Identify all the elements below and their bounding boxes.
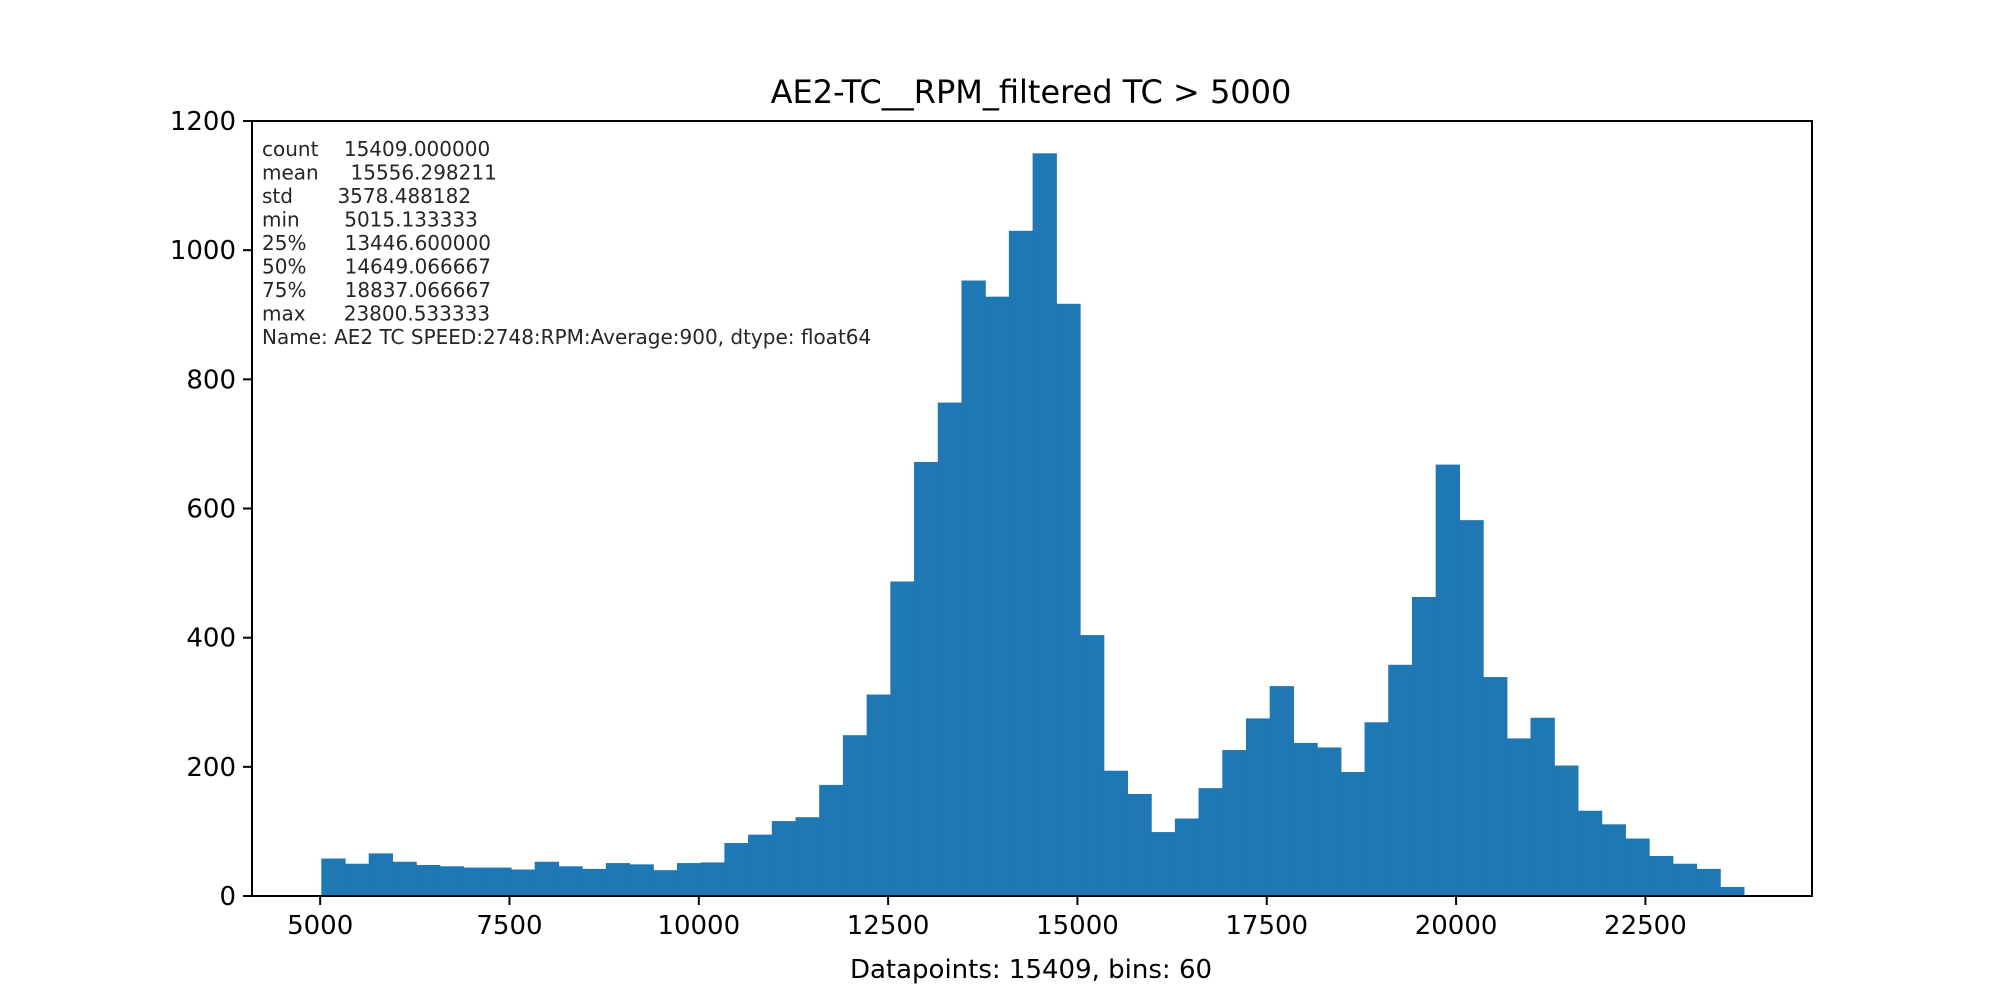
histogram-bar [1222, 750, 1247, 896]
x-tick-label: 5000 [287, 911, 353, 941]
histogram-bar [392, 861, 417, 896]
y-tick-label: 1000 [170, 236, 236, 266]
histogram-bar [819, 784, 844, 896]
stats-annotation-line: count 15409.000000 [262, 137, 490, 161]
histogram-bar [914, 462, 939, 896]
stats-annotation-line: Name: AE2 TC SPEED:2748:RPM:Average:900,… [262, 325, 871, 349]
histogram-bar [1506, 738, 1532, 896]
histogram-bar [676, 863, 702, 896]
histogram-bar [582, 868, 607, 896]
y-tick-label: 400 [186, 624, 236, 654]
histogram-bar [1056, 303, 1081, 896]
histogram-bar [1459, 520, 1484, 896]
histogram-bar [368, 853, 394, 896]
histogram-bar [748, 834, 773, 896]
histogram-bar [795, 817, 820, 896]
histogram-bar [1340, 772, 1366, 896]
x-tick-label: 10000 [657, 911, 740, 941]
bars-layer [321, 153, 1745, 897]
stats-annotation-line: 75% 18837.066667 [262, 278, 491, 302]
stats-annotation-line: min 5015.133333 [262, 208, 478, 232]
histogram-bar [842, 735, 868, 896]
histogram-bar [771, 821, 797, 896]
histogram-bar [1411, 596, 1437, 896]
stats-annotation-line: max 23800.533333 [262, 302, 490, 326]
histogram-bar [1625, 838, 1650, 896]
histogram-bar [985, 296, 1010, 897]
histogram-bar [1032, 153, 1057, 896]
histogram-bar [1080, 635, 1105, 896]
histogram-bar [700, 862, 725, 896]
histogram-bar [1530, 717, 1555, 896]
x-tick-label: 15000 [1036, 911, 1119, 941]
histogram-bar [1103, 770, 1129, 896]
x-tick-label: 12500 [847, 911, 930, 941]
histogram-bar [1364, 722, 1389, 896]
histogram-bar [1151, 832, 1176, 896]
ticks-layer: 5000 7500 10000 12500 15000 17500 20000 22500 0 2… [170, 107, 1687, 941]
histogram-bar [1008, 230, 1034, 896]
x-tick-label: 7500 [476, 911, 542, 941]
y-tick-label: 0 [219, 882, 236, 912]
histogram-bar [961, 280, 986, 896]
stats-annotation-line: mean 15556.298211 [262, 161, 497, 185]
histogram-bar [487, 867, 512, 896]
histogram-bar [1198, 788, 1223, 896]
histogram-bar [321, 858, 346, 896]
y-tick-label: 600 [186, 495, 236, 525]
stats-annotation: count 15409.000000 mean 15556.298211 std 3… [262, 137, 871, 349]
histogram-bar [1696, 868, 1721, 896]
y-tick-label: 200 [186, 753, 236, 783]
x-tick-label: 20000 [1415, 911, 1498, 941]
histogram-bar [1174, 818, 1200, 896]
histogram-bar [866, 694, 891, 896]
histogram-bar [534, 861, 559, 896]
histogram-bar [345, 863, 370, 896]
x-axis-label: Datapoints: 15409, bins: 60 [850, 955, 1212, 985]
histogram-bar [1554, 765, 1579, 896]
histogram-bar [1435, 464, 1460, 896]
histogram-bar [1269, 686, 1295, 896]
histogram-bar [1720, 886, 1745, 896]
x-tick-label: 22500 [1604, 911, 1687, 941]
stats-annotation-line: 25% 13446.600000 [262, 231, 491, 255]
histogram-bar [1293, 742, 1318, 896]
histogram-bar [724, 843, 749, 896]
stats-annotation-line: std 3578.488182 [262, 184, 471, 208]
histogram-bar [653, 870, 678, 896]
histogram-bar [1245, 718, 1271, 896]
histogram-bar [463, 867, 488, 896]
histogram-bar [1127, 793, 1152, 896]
histogram-bar [629, 864, 654, 896]
histogram-bar [1649, 855, 1674, 896]
histogram-bar [1483, 677, 1508, 896]
y-tick-label: 1200 [170, 107, 236, 137]
histogram-bar [1577, 810, 1603, 896]
chart-title: AE2-TC__RPM_filtered TC > 5000 [771, 73, 1292, 111]
x-tick-label: 17500 [1225, 911, 1308, 941]
histogram-bar [605, 863, 631, 896]
stats-annotation-line: 50% 14649.066667 [262, 255, 491, 279]
histogram-bar [890, 581, 915, 896]
histogram-bar [416, 865, 441, 896]
histogram-bar [1388, 664, 1413, 896]
histogram-bar [558, 866, 583, 896]
histogram-bar [1672, 863, 1698, 896]
y-tick-label: 800 [186, 365, 236, 395]
histogram-bar [439, 866, 465, 896]
histogram-bar [1317, 747, 1342, 896]
histogram-bar [1601, 824, 1626, 896]
histogram-bar [510, 869, 536, 896]
histogram-bar [937, 402, 963, 896]
